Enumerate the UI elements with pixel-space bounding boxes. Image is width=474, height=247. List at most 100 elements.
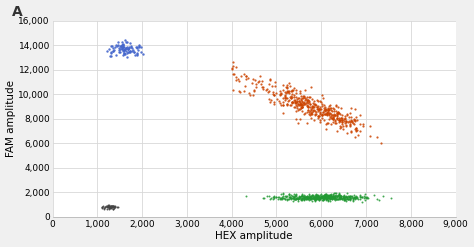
Point (317, 195, 325, 199)
Point (300, 95, 308, 99)
Point (346, 194, 354, 198)
Point (308, 105, 316, 109)
Point (329, 116, 337, 120)
Point (295, 196, 302, 200)
Point (325, 194, 333, 198)
Point (120, 51, 128, 55)
Point (106, 205, 113, 209)
Point (345, 197, 352, 201)
Point (306, 197, 313, 201)
Point (333, 116, 340, 120)
Point (371, 193, 378, 197)
Point (269, 195, 276, 199)
Point (310, 118, 318, 122)
Point (345, 115, 353, 119)
Point (321, 195, 329, 199)
Point (120, 48, 128, 52)
Point (127, 44, 134, 48)
Point (331, 194, 338, 198)
Point (315, 114, 323, 118)
Point (344, 191, 351, 195)
Point (333, 194, 341, 198)
Point (331, 194, 339, 198)
Point (301, 196, 309, 200)
Point (297, 102, 305, 106)
Point (137, 50, 145, 54)
Point (114, 43, 121, 47)
Point (248, 81, 256, 85)
Point (307, 85, 315, 89)
Point (341, 114, 349, 118)
Point (297, 105, 304, 109)
Point (281, 197, 289, 201)
Point (348, 119, 356, 123)
Point (340, 193, 348, 197)
Point (311, 199, 319, 203)
Point (336, 196, 344, 200)
Point (103, 205, 110, 209)
Point (295, 106, 303, 110)
Point (328, 194, 336, 198)
Point (314, 103, 322, 107)
Point (289, 92, 296, 96)
Point (334, 197, 342, 201)
Point (293, 106, 301, 110)
Point (106, 206, 114, 209)
Point (298, 105, 306, 109)
Point (335, 195, 343, 199)
Point (332, 109, 340, 113)
Point (116, 50, 124, 54)
Point (349, 196, 356, 200)
Point (336, 124, 344, 128)
Point (335, 193, 342, 197)
Point (126, 46, 133, 50)
Point (345, 121, 352, 124)
Point (342, 199, 349, 203)
Point (351, 127, 358, 131)
Point (250, 89, 258, 93)
Point (324, 195, 331, 199)
Point (254, 80, 262, 83)
Point (295, 195, 302, 199)
Point (322, 112, 330, 116)
Point (329, 193, 337, 197)
Point (353, 195, 360, 199)
Point (107, 204, 115, 208)
Point (118, 47, 126, 51)
Point (323, 192, 330, 196)
Point (291, 98, 298, 102)
Point (274, 195, 282, 199)
Point (321, 112, 329, 116)
Point (319, 194, 326, 198)
Point (241, 84, 248, 88)
Point (99, 205, 106, 209)
Point (290, 194, 297, 198)
Point (332, 193, 340, 197)
Point (333, 116, 341, 120)
Point (325, 111, 333, 115)
Point (328, 113, 336, 117)
Point (321, 195, 329, 199)
Point (304, 98, 312, 102)
Point (279, 196, 287, 200)
Point (263, 87, 271, 91)
Point (338, 116, 346, 120)
Point (354, 197, 362, 201)
Point (296, 103, 303, 107)
Point (123, 46, 130, 50)
Point (337, 126, 344, 130)
Point (328, 116, 336, 120)
Point (353, 196, 360, 200)
Point (232, 75, 239, 79)
Point (126, 50, 133, 54)
Point (128, 45, 135, 49)
Point (313, 193, 321, 197)
Point (340, 197, 348, 201)
Point (303, 103, 311, 107)
Point (360, 194, 368, 198)
Point (115, 48, 123, 52)
Point (324, 193, 331, 197)
Point (125, 47, 132, 51)
Point (242, 77, 250, 81)
Point (101, 205, 109, 209)
